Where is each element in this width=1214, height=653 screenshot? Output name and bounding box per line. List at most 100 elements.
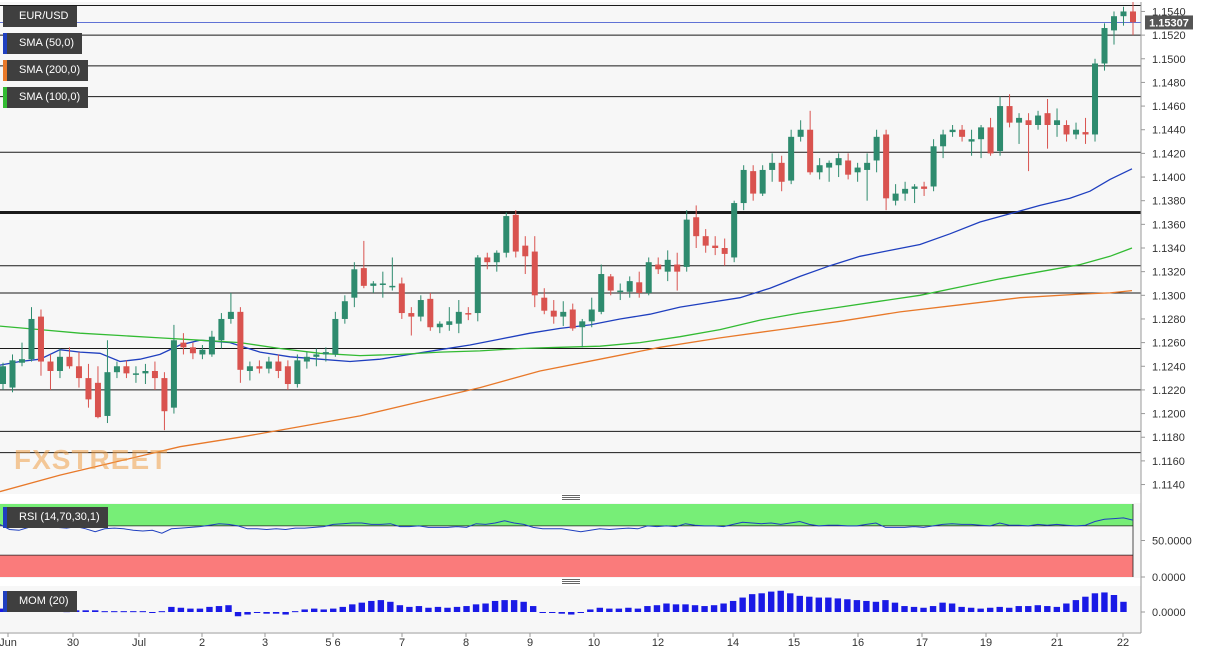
mom-bar: [1034, 605, 1041, 612]
x-tick-label: 2: [199, 637, 205, 649]
y-tick-label: 1.1320: [1152, 267, 1186, 279]
candle: [104, 340, 111, 424]
mom-bar: [549, 612, 556, 613]
mom-bar: [958, 606, 965, 612]
mom-bar: [663, 603, 670, 612]
candle: [284, 360, 291, 390]
mom-bar: [825, 597, 832, 612]
candle: [1092, 58, 1099, 142]
candle: [921, 181, 928, 196]
last-price-marker: 1.15307: [1145, 15, 1193, 30]
sma-lines: [0, 168, 1133, 493]
y-tick-label: 1.1420: [1152, 148, 1186, 160]
sma100-tag[interactable]: SMA (100,0): [3, 87, 89, 108]
x-tick-label: 12: [652, 637, 664, 649]
candle: [85, 363, 92, 408]
mom-bar: [863, 600, 870, 612]
watermark-fx: FX: [14, 444, 52, 475]
candle: [731, 200, 738, 263]
mom-bar: [653, 605, 661, 612]
mom-tag[interactable]: MOM (20): [3, 591, 77, 612]
candle: [636, 271, 643, 298]
mom-bar: [996, 606, 1003, 612]
mom-bar: [177, 607, 185, 612]
mom-bar: [1091, 593, 1099, 612]
candle: [693, 205, 700, 248]
mom-bar: [691, 605, 699, 612]
x-tick-label: 30: [67, 637, 79, 649]
mom-bar: [482, 603, 489, 612]
candle: [569, 303, 576, 331]
candle: [674, 252, 681, 291]
mom-bar: [196, 608, 204, 612]
mom-bar: [301, 609, 308, 612]
candle: [759, 165, 766, 196]
mom-bar: [158, 611, 166, 613]
rsi-tag[interactable]: RSI (14,70,30,1): [3, 507, 108, 528]
mom-bar: [1072, 600, 1080, 612]
y-tick-label: 1.1280: [1152, 314, 1186, 326]
x-tick-label: 10: [588, 637, 600, 649]
candle: [66, 347, 73, 369]
candle: [864, 153, 871, 201]
candle: [655, 257, 662, 275]
mom-bar: [291, 611, 299, 613]
mom-bar: [596, 607, 604, 612]
candle: [208, 330, 215, 357]
candle: [170, 324, 177, 414]
mom-bar: [539, 612, 546, 613]
mom-bar: [682, 604, 689, 612]
candle: [503, 212, 510, 258]
y-tick-label: 1.1520: [1152, 30, 1186, 42]
symbol-tag[interactable]: EUR/USD: [3, 6, 77, 27]
panel-splitter-1[interactable]: [562, 495, 580, 500]
candle: [968, 129, 975, 156]
candle: [94, 366, 101, 419]
mom-bar: [1120, 601, 1127, 612]
mom-bar: [815, 597, 823, 612]
mom-bar: [625, 607, 632, 612]
sma200-tag[interactable]: SMA (200,0): [3, 60, 89, 81]
mom-bar: [415, 606, 423, 612]
candle: [246, 361, 253, 381]
candle: [712, 236, 719, 256]
y-tick-label: 1.1220: [1152, 385, 1186, 397]
mom-bar: [215, 606, 223, 612]
x-tick-label: 22: [1117, 637, 1129, 649]
panel-splitter-2[interactable]: [562, 579, 580, 584]
candle: [322, 347, 329, 362]
mom-bar: [330, 608, 337, 612]
candles: [0, 2, 1136, 431]
mom-bar: [310, 608, 318, 612]
candle: [151, 361, 158, 390]
x-tick-label: 17: [916, 637, 928, 649]
sma50-tag[interactable]: SMA (50,0): [3, 33, 83, 54]
mom-bar: [358, 602, 365, 612]
y-tick-label: 1.1360: [1152, 219, 1186, 231]
candle: [788, 129, 795, 185]
horizontal-levels: [0, 5, 1141, 454]
candle: [37, 309, 44, 376]
mom-bar: [577, 612, 584, 613]
watermark-street: STREET: [51, 444, 169, 475]
candle: [199, 344, 206, 360]
candle: [541, 288, 548, 315]
mom-bar: [986, 607, 994, 612]
candle: [218, 313, 225, 349]
mom-bar: [92, 610, 99, 612]
candle: [389, 257, 396, 291]
sma-line-0: [0, 168, 1133, 366]
mom-bar: [491, 600, 499, 612]
mom-bar: [672, 604, 680, 612]
y-tick-label: 1.1340: [1152, 243, 1186, 255]
y-tick-label: 1.1380: [1152, 196, 1186, 208]
mom-bar: [282, 612, 289, 615]
candle: [161, 372, 168, 431]
mom-bar: [501, 600, 508, 612]
candle: [332, 311, 339, 357]
candle: [275, 354, 282, 379]
mom-bar: [1025, 606, 1032, 612]
mom-bar: [377, 600, 385, 612]
candle: [56, 348, 63, 379]
